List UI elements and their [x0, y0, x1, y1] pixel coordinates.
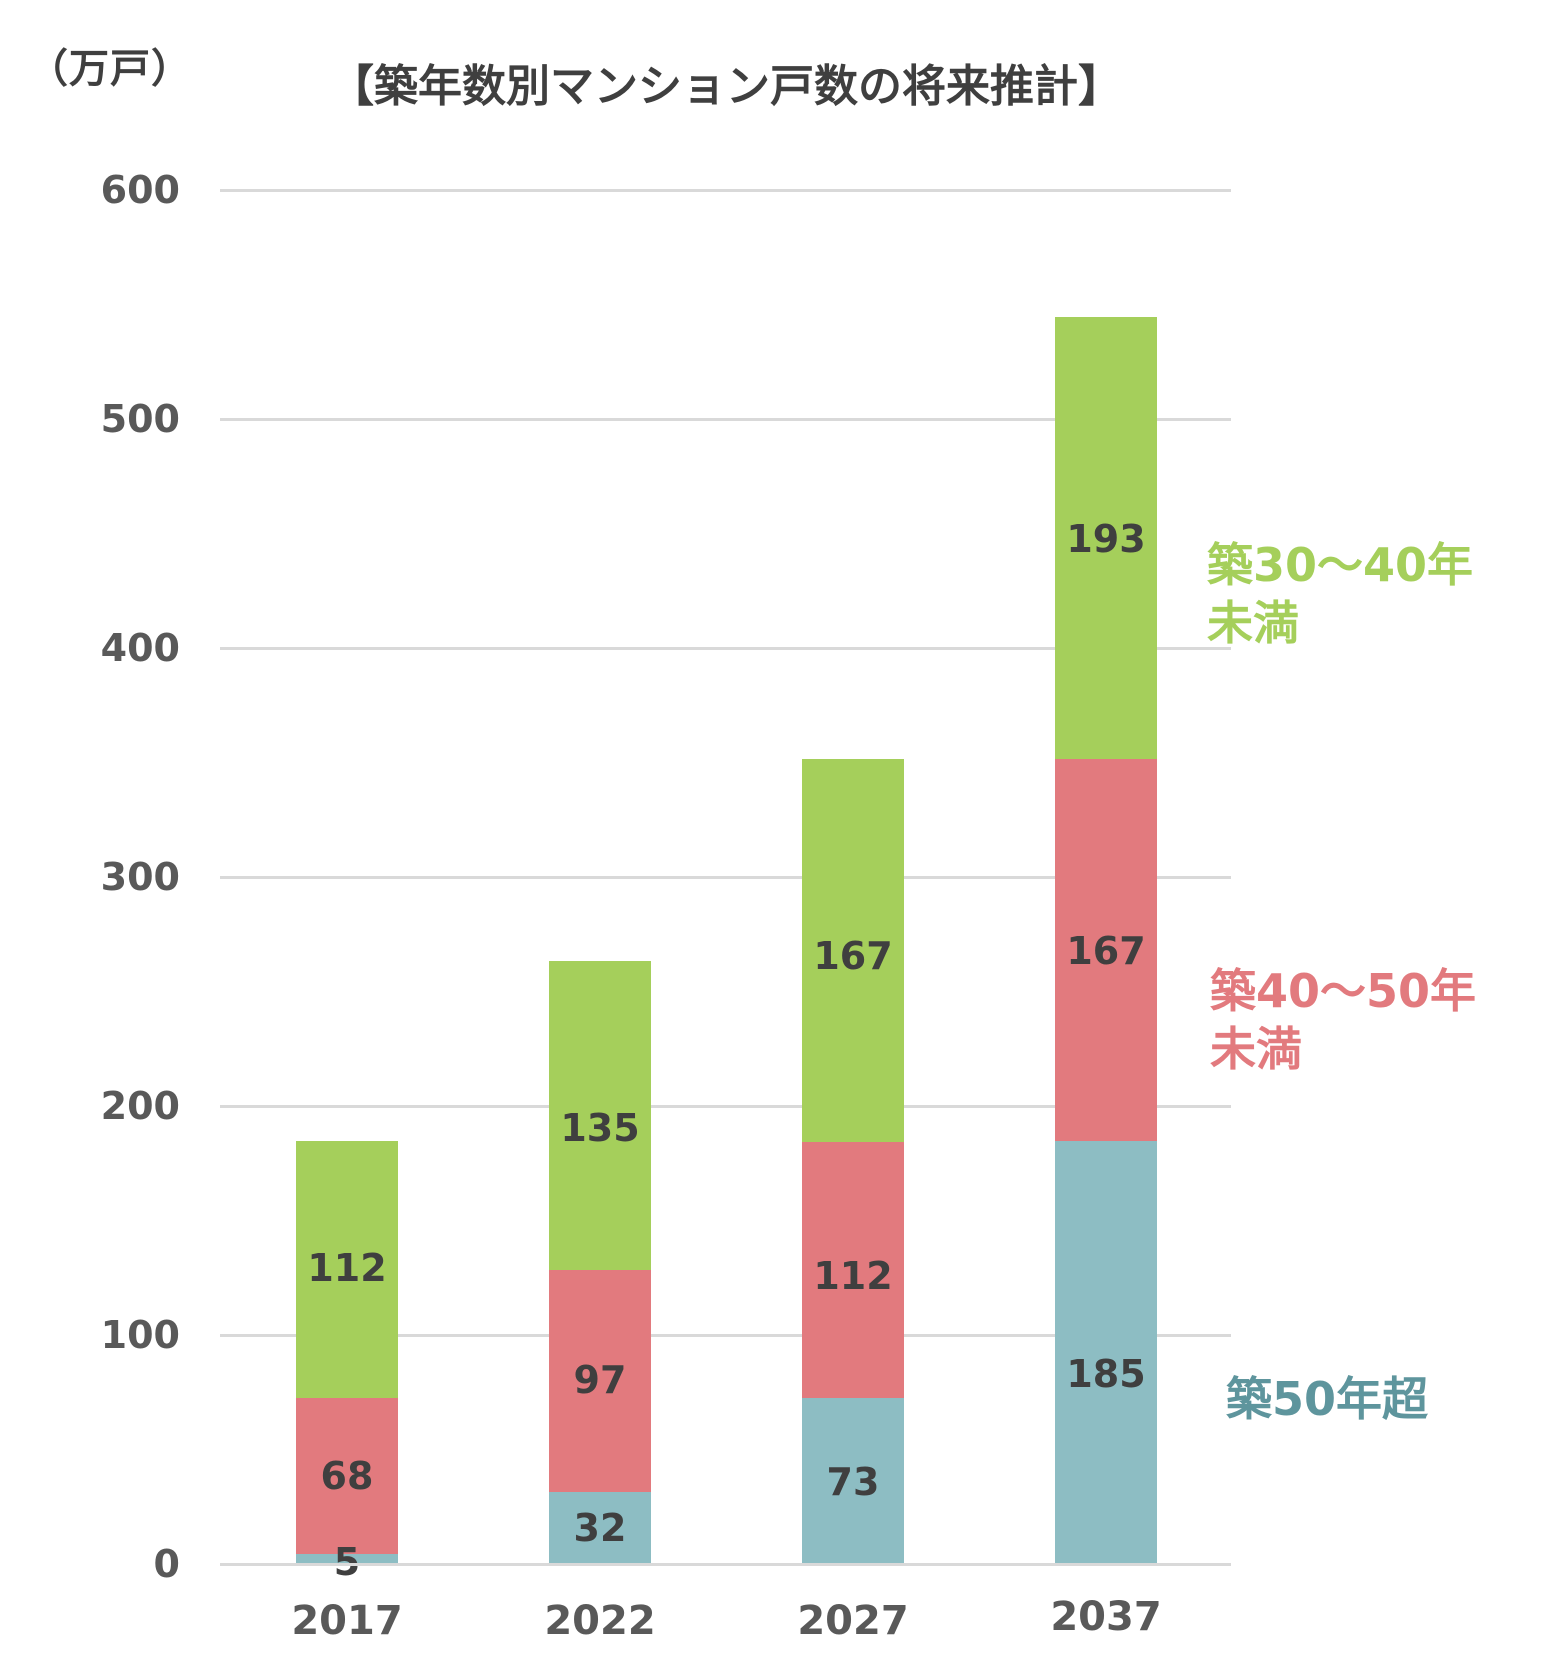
bar-2027-green-value: 167	[813, 934, 893, 978]
bar-2027-teal-segment: 73	[802, 1398, 904, 1565]
bar-2027: 167 112 73	[802, 759, 904, 1565]
y-tick-100: 100	[100, 1313, 180, 1357]
bar-2027-red-segment: 112	[802, 1142, 904, 1398]
gridline-100	[220, 1334, 1231, 1337]
bar-2027-teal-value: 73	[826, 1460, 880, 1504]
legend-40-50-line1: 築40〜50年	[1210, 964, 1477, 1018]
gridline-500	[220, 418, 1231, 421]
bar-2017-green-segment: 112	[296, 1141, 398, 1398]
bar-2022-green-segment: 135	[549, 961, 651, 1270]
y-tick-0: 0	[153, 1542, 180, 1586]
y-tick-400: 400	[100, 626, 180, 670]
bar-2022-teal-value: 32	[573, 1506, 627, 1550]
gridline-0	[220, 1563, 1231, 1566]
bar-2022: 135 97 32	[549, 961, 651, 1565]
chart-title: 【築年数別マンション戸数の将来推計】	[330, 61, 1122, 112]
bar-2017-teal-value: 5	[333, 1540, 361, 1584]
bar-2017-teal-segment: 5	[296, 1540, 398, 1584]
y-tick-300: 300	[100, 855, 180, 899]
x-tick-2037: 2037	[1050, 1594, 1162, 1640]
bar-2037-teal-segment: 185	[1055, 1141, 1157, 1565]
y-axis-unit-label: （万戸）	[28, 46, 192, 92]
legend-30-40: 築30〜40年 未満	[1207, 536, 1473, 652]
gridline-400	[220, 647, 1231, 650]
y-tick-600: 600	[100, 168, 180, 212]
legend-40-50: 築40〜50年 未満	[1210, 962, 1476, 1078]
legend-30-40-line1: 築30〜40年	[1207, 538, 1474, 592]
bar-2017-red-value: 68	[320, 1454, 374, 1498]
gridline-200	[220, 1105, 1231, 1108]
gridline-600	[220, 189, 1231, 192]
bar-2017-red-segment: 68	[296, 1398, 398, 1554]
bar-2027-green-segment: 167	[802, 759, 904, 1142]
bar-2027-red-value: 112	[813, 1254, 893, 1298]
x-tick-2017: 2017	[291, 1598, 403, 1644]
bar-2022-green-value: 135	[560, 1106, 640, 1150]
y-tick-200: 200	[100, 1084, 180, 1128]
bar-2037-red-value: 167	[1066, 929, 1146, 973]
y-tick-500: 500	[100, 397, 180, 441]
bar-2037-red-segment: 167	[1055, 759, 1157, 1141]
legend-40-50-line2: 未満	[1210, 1022, 1302, 1076]
bar-2037: 193 167 185	[1055, 317, 1157, 1565]
bar-2022-red-value: 97	[573, 1358, 627, 1402]
x-tick-2022: 2022	[544, 1598, 656, 1644]
x-tick-2027: 2027	[797, 1598, 909, 1644]
bar-2017-green-value: 112	[307, 1246, 387, 1290]
gridline-300	[220, 876, 1231, 879]
bar-2037-green-value: 193	[1066, 517, 1146, 561]
bar-2022-teal-segment: 32	[549, 1492, 651, 1565]
legend-30-40-line2: 未満	[1207, 596, 1299, 650]
bar-2037-green-segment: 193	[1055, 317, 1157, 759]
bar-2022-red-segment: 97	[549, 1270, 651, 1492]
bar-2037-teal-value: 185	[1066, 1352, 1146, 1396]
bar-2017: 112 68 5	[296, 1141, 398, 1584]
legend-50-plus: 築50年超	[1226, 1372, 1429, 1426]
